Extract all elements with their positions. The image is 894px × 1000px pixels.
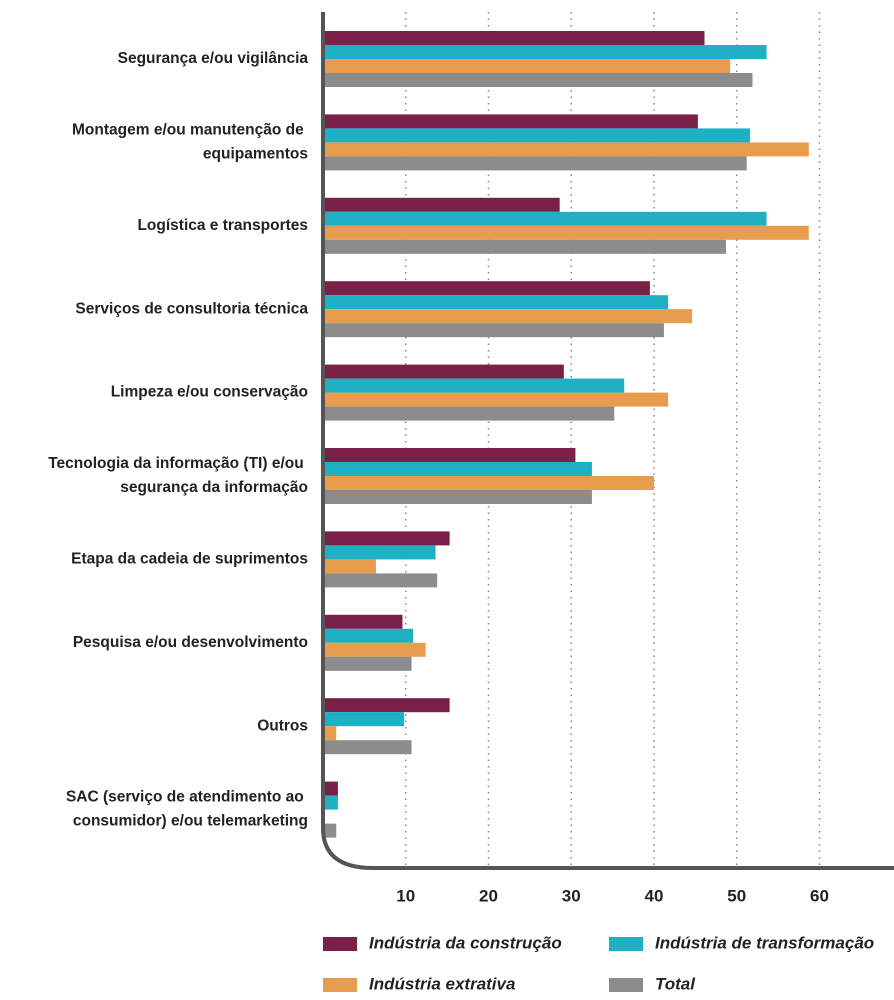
bar <box>323 239 727 254</box>
bar <box>323 462 592 476</box>
x-tick-label: 40 <box>645 886 664 905</box>
x-tick-label: 60 <box>810 886 829 905</box>
bar <box>323 740 412 755</box>
legend-swatch <box>323 937 357 951</box>
category-label: Serviços de consultoria técnica <box>75 300 308 317</box>
bar <box>323 378 625 393</box>
bar <box>323 476 655 490</box>
x-tick-label: 20 <box>479 886 498 905</box>
legend-label: Indústria da construção <box>369 933 562 952</box>
bar <box>323 59 731 73</box>
x-tick-label: 50 <box>727 886 746 905</box>
bar <box>323 45 767 59</box>
legend-label: Total <box>655 974 696 993</box>
bar <box>323 364 564 379</box>
bar <box>323 323 664 338</box>
axis-line <box>321 12 894 870</box>
bar <box>323 781 338 796</box>
bar <box>323 656 412 671</box>
category-label: Montagem e/ou manutenção de equipamentos <box>72 121 308 162</box>
legend-label: Indústria de transformação <box>655 933 874 952</box>
legend-label: Indústria extrativa <box>369 974 515 993</box>
legend-swatch <box>323 978 357 992</box>
bar <box>323 614 403 629</box>
bar <box>323 142 809 157</box>
legend-swatch <box>609 937 643 951</box>
category-label: SAC (serviço de atendimento ao consumido… <box>66 789 308 830</box>
bar <box>323 281 650 296</box>
category-label: Limpeza e/ou conservação <box>111 384 308 401</box>
category-label: Etapa da cadeia de suprimentos <box>71 550 308 567</box>
bar <box>323 73 753 87</box>
bar <box>323 448 576 462</box>
bar <box>323 795 338 810</box>
bar <box>323 114 698 129</box>
bar <box>323 698 450 713</box>
bar <box>323 559 376 574</box>
bar <box>323 545 436 560</box>
bar <box>323 642 426 657</box>
bar <box>323 406 615 421</box>
category-label: Outros <box>257 717 308 734</box>
x-tick-label: 10 <box>396 886 415 905</box>
bar <box>323 197 560 212</box>
bar <box>323 225 809 240</box>
category-label: Pesquisa e/ou desenvolvimento <box>73 634 308 651</box>
bar <box>323 573 438 588</box>
bar <box>323 823 337 838</box>
bar <box>323 392 669 407</box>
bar <box>323 309 693 324</box>
category-label: Tecnologia da informação (TI) e/ou segur… <box>48 455 308 496</box>
category-label: Segurança e/ou vigilância <box>118 50 309 67</box>
x-tick-label: 30 <box>562 886 581 905</box>
bar <box>323 31 705 45</box>
category-label: Logística e transportes <box>137 217 308 234</box>
bar <box>323 156 747 171</box>
bar <box>323 726 337 741</box>
bar <box>323 712 405 727</box>
bar <box>323 531 450 546</box>
bar <box>323 128 751 143</box>
bar <box>323 295 669 310</box>
bar <box>323 628 414 643</box>
legend-swatch <box>609 978 643 992</box>
bar <box>323 490 592 504</box>
bar <box>323 211 767 226</box>
